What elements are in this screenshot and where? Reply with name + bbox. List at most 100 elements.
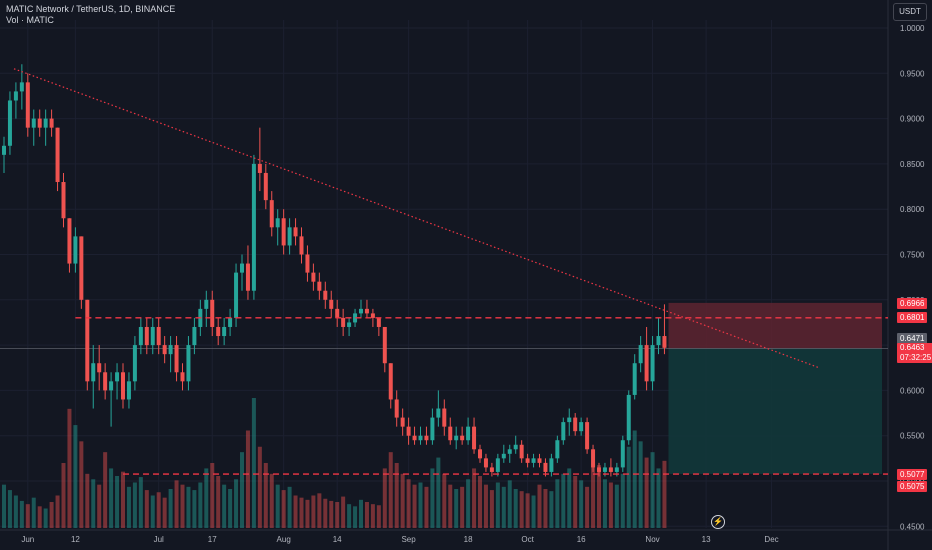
resistance-price-label: 0.6801 xyxy=(897,312,928,323)
time-tick-label: 13 xyxy=(702,535,711,544)
volume-bar xyxy=(359,499,363,528)
volume-bar xyxy=(638,441,643,528)
candle-body xyxy=(67,218,72,264)
volume-legend[interactable]: Vol · MATIC xyxy=(6,15,54,25)
candle xyxy=(382,326,387,373)
candle xyxy=(376,317,381,337)
candle xyxy=(210,290,215,337)
candle-body xyxy=(245,263,250,291)
symbol-title[interactable]: MATIC Network / TetherUS, 1D, BINANCE xyxy=(6,4,176,14)
candle-body xyxy=(567,417,572,423)
time-tick-label: Nov xyxy=(645,535,659,544)
trendline[interactable] xyxy=(13,68,820,369)
time-axis[interactable]: Jun 12 Jul 17 Aug 14 Sep 18 Oct 16 Nov 13 Dec xyxy=(21,535,778,544)
bar-countdown: 07:32:25 xyxy=(900,353,932,362)
time-tick-label: Sep xyxy=(401,535,416,544)
candle xyxy=(138,317,143,355)
candle-body xyxy=(97,363,102,373)
volume-bar xyxy=(489,490,494,528)
candle xyxy=(55,127,60,192)
candle xyxy=(460,426,465,445)
volume-bar xyxy=(388,452,393,528)
candle-body xyxy=(341,317,346,327)
volume-bar xyxy=(156,492,161,528)
candle-body xyxy=(91,363,96,382)
volume-bar xyxy=(174,480,179,528)
volume-bar xyxy=(501,486,506,528)
candle-body xyxy=(150,326,155,346)
candle xyxy=(186,336,191,391)
last-close-label: 0.6471 xyxy=(897,333,928,344)
candle xyxy=(406,417,411,445)
candle xyxy=(626,390,631,445)
candle-body xyxy=(109,381,114,391)
price-axis[interactable]: 1.00000.95000.90000.85000.80000.75000.70… xyxy=(900,24,925,531)
candle xyxy=(180,363,185,391)
candle-body xyxy=(472,426,477,450)
volume-bar xyxy=(454,489,459,528)
candle-body xyxy=(602,467,607,472)
volume-bar xyxy=(109,468,114,528)
lightning-icon[interactable]: ⚡ xyxy=(711,515,725,529)
volume-bar xyxy=(632,430,637,528)
candle-body xyxy=(549,458,554,472)
candle-body xyxy=(19,82,24,92)
candle xyxy=(91,345,96,409)
volume-bar xyxy=(478,476,482,528)
volume-bar xyxy=(567,468,572,528)
long-short-position-zones[interactable] xyxy=(0,302,888,475)
volume-bar xyxy=(275,484,280,528)
volume-bar xyxy=(31,497,36,528)
candle-body xyxy=(192,326,197,346)
volume-bar xyxy=(192,490,197,528)
chart-header: MATIC Network / TetherUS, 1D, BINANCE Vo… xyxy=(6,4,175,26)
volume-bar xyxy=(448,484,453,528)
volume-bar xyxy=(543,489,548,528)
volume-bar xyxy=(228,489,233,528)
candle xyxy=(442,399,447,436)
price-tick-label: 0.8000 xyxy=(900,205,925,214)
volume-bar xyxy=(579,480,584,528)
volume-bar xyxy=(424,486,429,528)
candle-body xyxy=(55,127,60,183)
candle-body xyxy=(251,163,256,291)
candle-body xyxy=(31,118,36,128)
volume-bar xyxy=(43,508,48,528)
candle-body xyxy=(478,449,482,459)
volume-bar xyxy=(263,463,268,528)
candle xyxy=(287,218,292,255)
candle xyxy=(73,227,78,273)
volume-bar xyxy=(281,490,286,528)
candle-body xyxy=(662,336,667,348)
candle xyxy=(305,245,310,282)
candle xyxy=(144,317,149,355)
volume-bar xyxy=(61,463,66,528)
candle xyxy=(347,317,352,337)
candle xyxy=(240,254,244,291)
candle-body xyxy=(281,218,286,246)
candle-body xyxy=(376,317,381,327)
candle xyxy=(97,345,102,391)
volume-bar xyxy=(37,506,42,528)
candle xyxy=(311,263,316,291)
candle xyxy=(424,426,429,445)
volume-bar xyxy=(103,452,108,528)
volume-bar xyxy=(144,490,149,528)
candles xyxy=(2,64,667,477)
candle-body xyxy=(323,290,328,300)
candle xyxy=(507,444,512,463)
candle-body xyxy=(144,326,149,346)
currency-button[interactable]: USDT xyxy=(893,3,927,21)
horizontal-levels[interactable] xyxy=(75,317,888,475)
candle-body xyxy=(483,458,488,468)
volume-bar xyxy=(204,468,209,528)
volume-bar xyxy=(531,495,536,528)
candle-body xyxy=(13,91,18,101)
volume-bar xyxy=(561,473,566,528)
candle-body xyxy=(103,372,108,391)
price-tick-label: 0.9500 xyxy=(900,69,925,78)
candle-body xyxy=(591,449,596,468)
volume-bar xyxy=(79,441,84,528)
candle xyxy=(341,308,346,337)
